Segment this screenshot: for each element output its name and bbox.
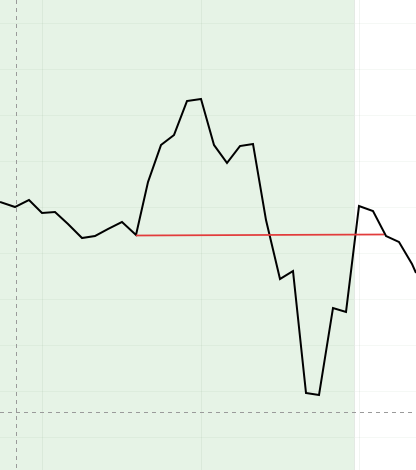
reference-series-line — [135, 233, 385, 237]
series-layer — [0, 97, 416, 397]
price-series-line — [0, 97, 416, 397]
